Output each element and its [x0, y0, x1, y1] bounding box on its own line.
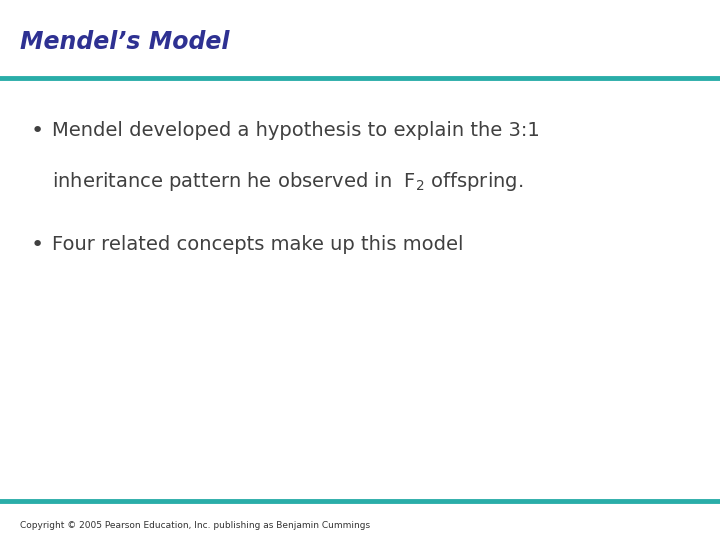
Text: •: •	[30, 235, 43, 255]
Text: Mendel’s Model: Mendel’s Model	[20, 30, 230, 53]
Text: inheritance pattern he observed in  $\mathregular{F}_2$ offspring.: inheritance pattern he observed in $\mat…	[52, 170, 523, 193]
Text: Four related concepts make up this model: Four related concepts make up this model	[52, 235, 464, 254]
Text: Copyright © 2005 Pearson Education, Inc. publishing as Benjamin Cummings: Copyright © 2005 Pearson Education, Inc.…	[20, 521, 370, 530]
Text: Mendel developed a hypothesis to explain the 3:1: Mendel developed a hypothesis to explain…	[52, 122, 539, 140]
Text: •: •	[30, 122, 43, 141]
